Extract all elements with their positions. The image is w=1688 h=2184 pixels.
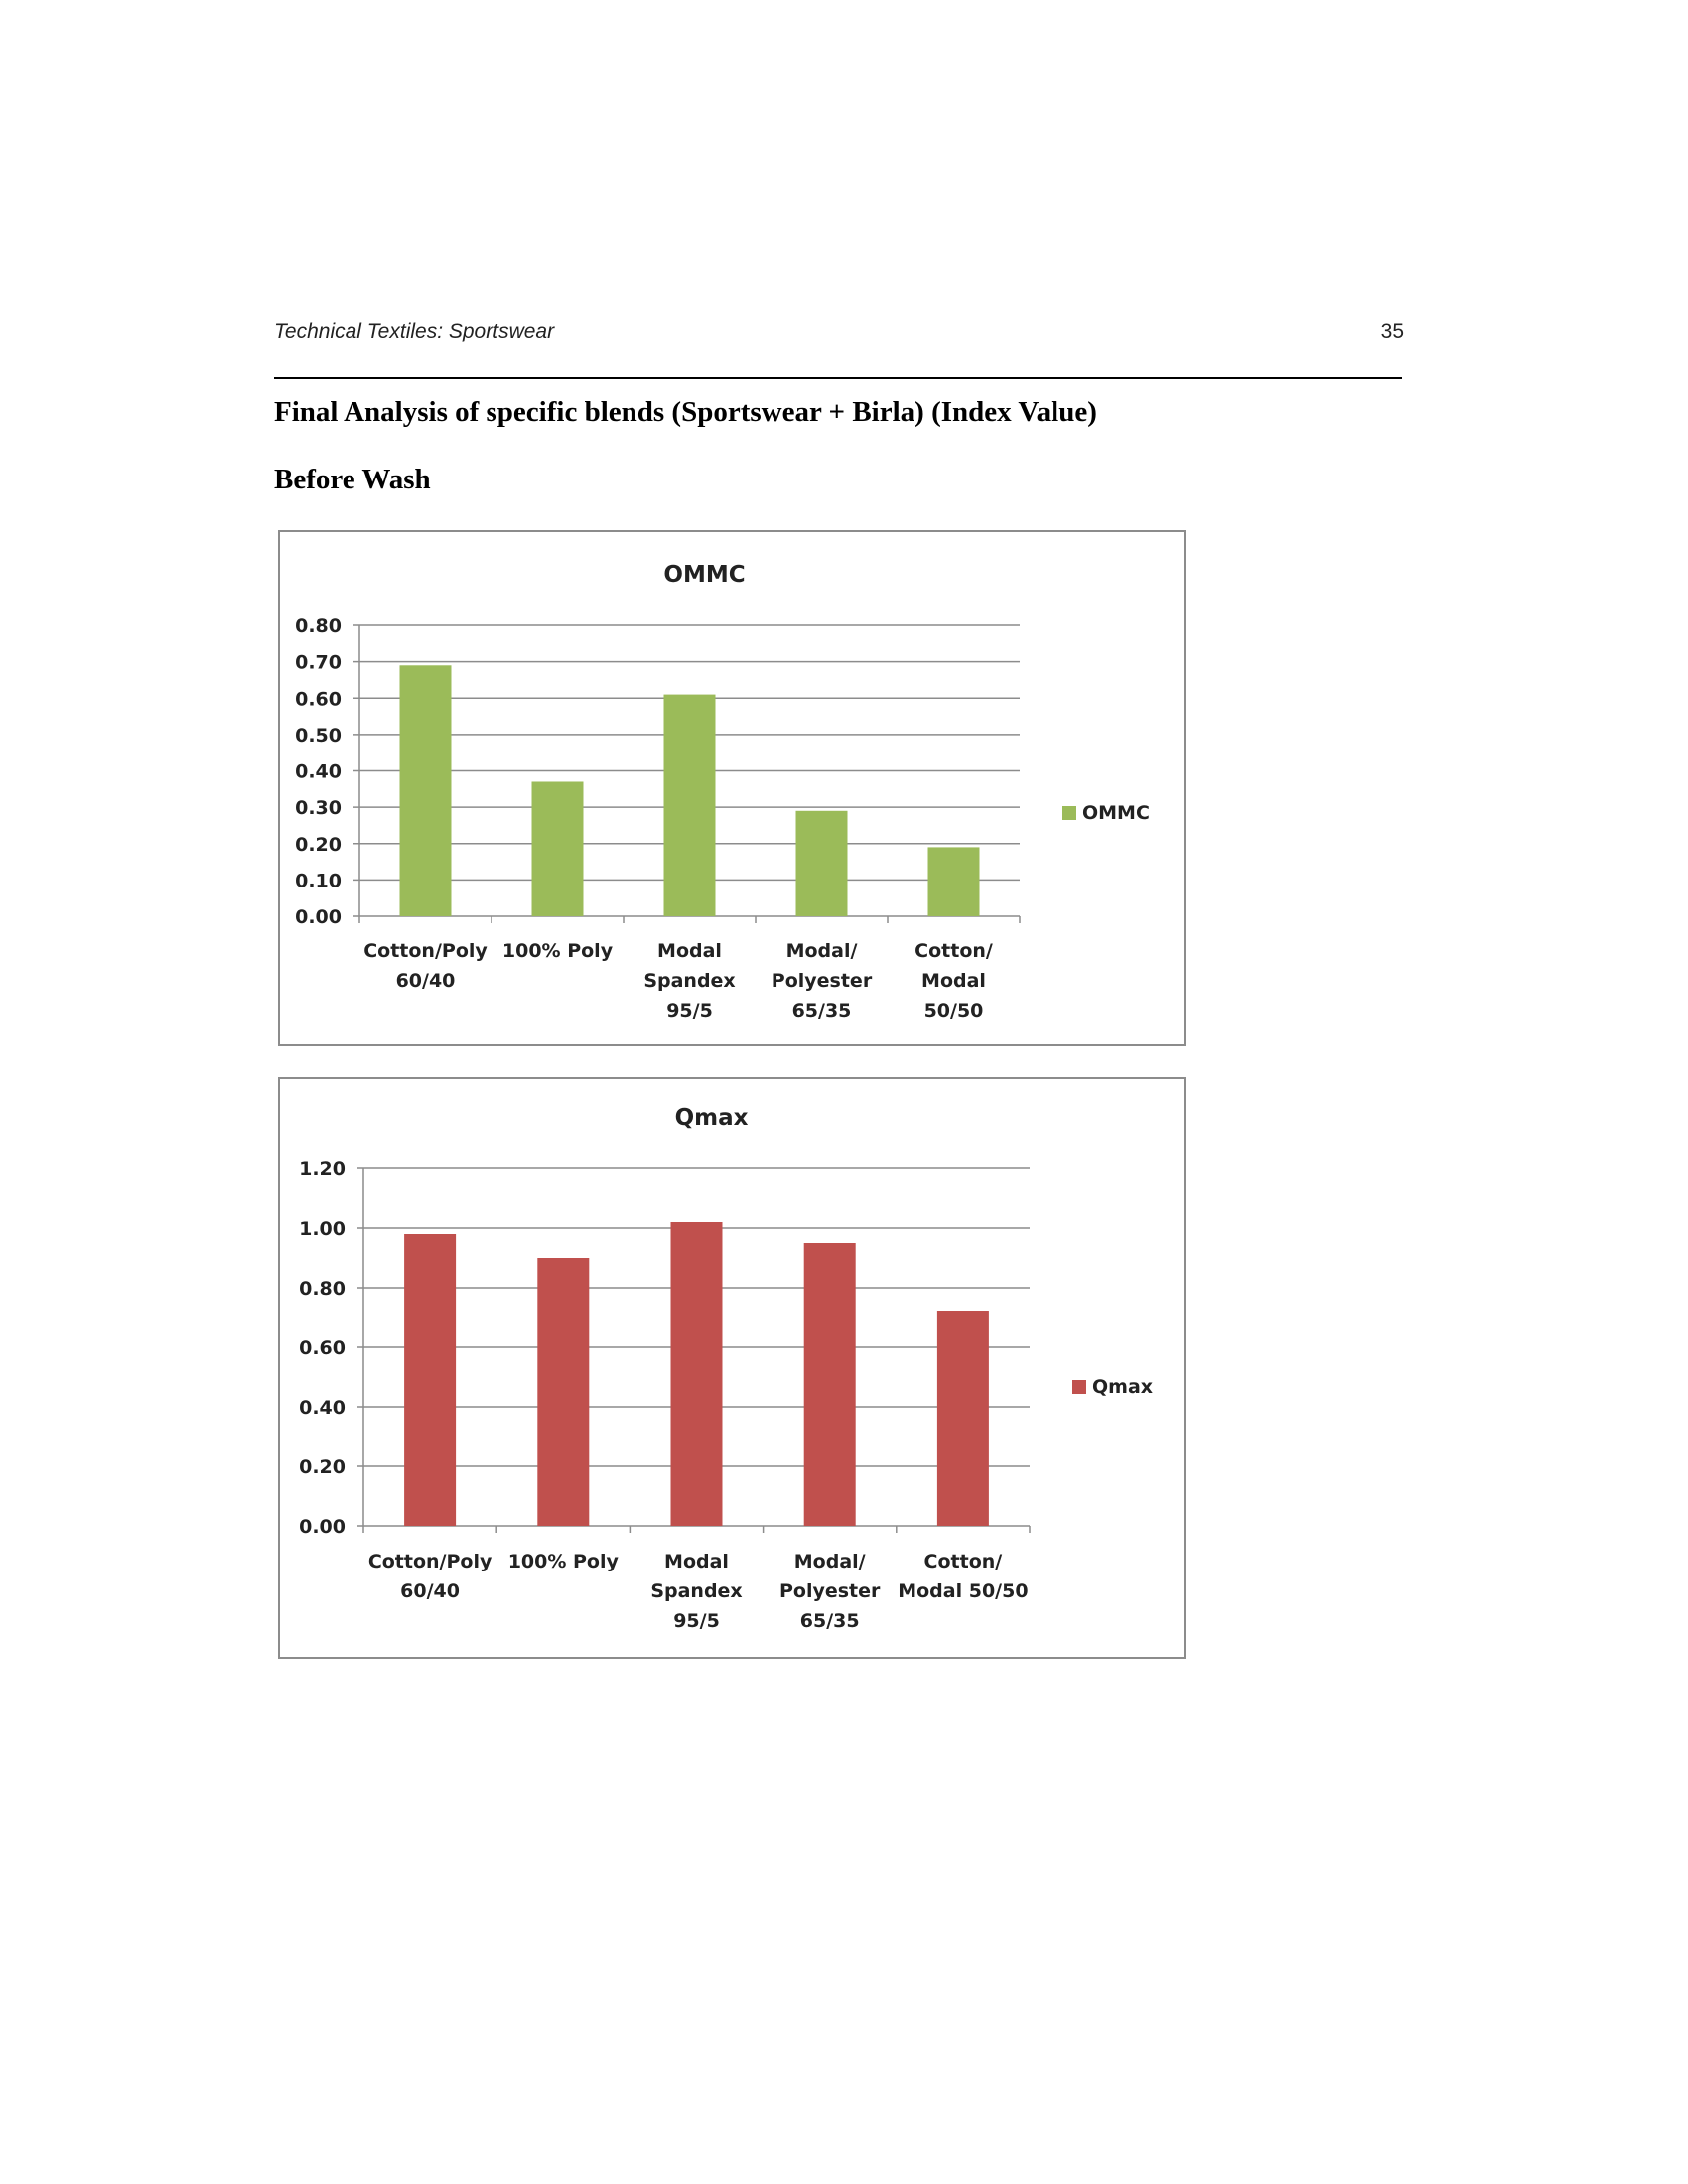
qmax-y-tick-label: 0.60	[299, 1337, 346, 1359]
ommc-y-tick-label: 0.30	[295, 797, 342, 819]
ommc-category-label: Cotton/Modal 50/50	[914, 940, 993, 1022]
qmax-legend-label: Qmax	[1092, 1376, 1153, 1398]
qmax-chart-title: Qmax	[675, 1105, 749, 1131]
ommc-bar	[663, 694, 716, 916]
qmax-bar	[803, 1243, 856, 1526]
ommc-category-label: Cotton/Poly 60/40	[363, 940, 488, 992]
qmax-y-tick-label: 0.00	[299, 1516, 346, 1538]
ommc-y-tick-label: 0.70	[295, 652, 342, 674]
ommc-category-label: Modal Spandex 95/5	[643, 940, 735, 1022]
ommc-bar	[795, 810, 848, 916]
ommc-legend-label: OMMC	[1082, 802, 1150, 824]
qmax-chart: Qmax 0.00 0.20 0.40 0.60 0.80 1.00 1.20 Cotton/P…	[278, 1077, 1186, 1659]
ommc-legend: OMMC	[1062, 802, 1150, 824]
qmax-legend-swatch	[1072, 1380, 1086, 1394]
header-rule	[274, 377, 1402, 379]
ommc-y-tick-label: 0.00	[295, 906, 342, 928]
ommc-y-tick-label: 0.80	[295, 615, 342, 637]
ommc-chart-title: OMMC	[663, 562, 745, 588]
qmax-category-label: Modal Spandex 95/5	[650, 1551, 742, 1632]
section-subtitle: Before Wash	[274, 464, 431, 495]
qmax-y-tick-label: 1.00	[299, 1218, 346, 1240]
ommc-y-tick-label: 0.40	[295, 761, 342, 783]
qmax-chart-svg: Qmax 0.00 0.20 0.40 0.60 0.80 1.00 1.20 Cotton/P…	[299, 1105, 1153, 1632]
ommc-y-tick-label: 0.50	[295, 725, 342, 747]
page-number: 35	[1380, 320, 1404, 342]
page-title: Final Analysis of specific blends (Sport…	[274, 396, 1097, 428]
qmax-legend: Qmax	[1072, 1376, 1153, 1398]
ommc-bar	[399, 665, 452, 916]
qmax-category-label: Modal/Polyester 65/35	[779, 1551, 881, 1632]
qmax-category-label: 100% Poly	[508, 1551, 620, 1572]
qmax-y-tick-label: 1.20	[299, 1159, 346, 1180]
qmax-y-tick-label: 0.40	[299, 1397, 346, 1419]
ommc-y-tick-label: 0.10	[295, 870, 342, 891]
qmax-category-label: Cotton/Poly 60/40	[368, 1551, 492, 1602]
ommc-y-tick-label: 0.60	[295, 688, 342, 710]
running-head: Technical Textiles: Sportswear	[274, 320, 555, 342]
ommc-bar	[531, 781, 584, 916]
ommc-y-tick-label: 0.20	[295, 834, 342, 856]
qmax-y-tick-label: 0.20	[299, 1456, 346, 1478]
ommc-bar	[927, 847, 980, 916]
ommc-category-label: Modal/Polyester 65/35	[772, 940, 873, 1022]
ommc-category-label: 100% Poly	[502, 940, 614, 962]
qmax-category-label: Cotton/Modal 50/50	[898, 1551, 1028, 1602]
qmax-bar	[670, 1222, 723, 1526]
ommc-chart-svg: OMMC 0.00 0.10 0.20 0.30 0.40 0.50 0.60 0.70 0.80…	[295, 562, 1150, 1022]
qmax-bar	[936, 1311, 989, 1526]
qmax-bar	[404, 1234, 457, 1526]
ommc-legend-swatch	[1062, 806, 1076, 820]
qmax-y-tick-label: 0.80	[299, 1278, 346, 1299]
ommc-chart: OMMC 0.00 0.10 0.20 0.30 0.40 0.50 0.60 0.70 0.80…	[278, 530, 1186, 1046]
qmax-bar	[537, 1258, 590, 1526]
